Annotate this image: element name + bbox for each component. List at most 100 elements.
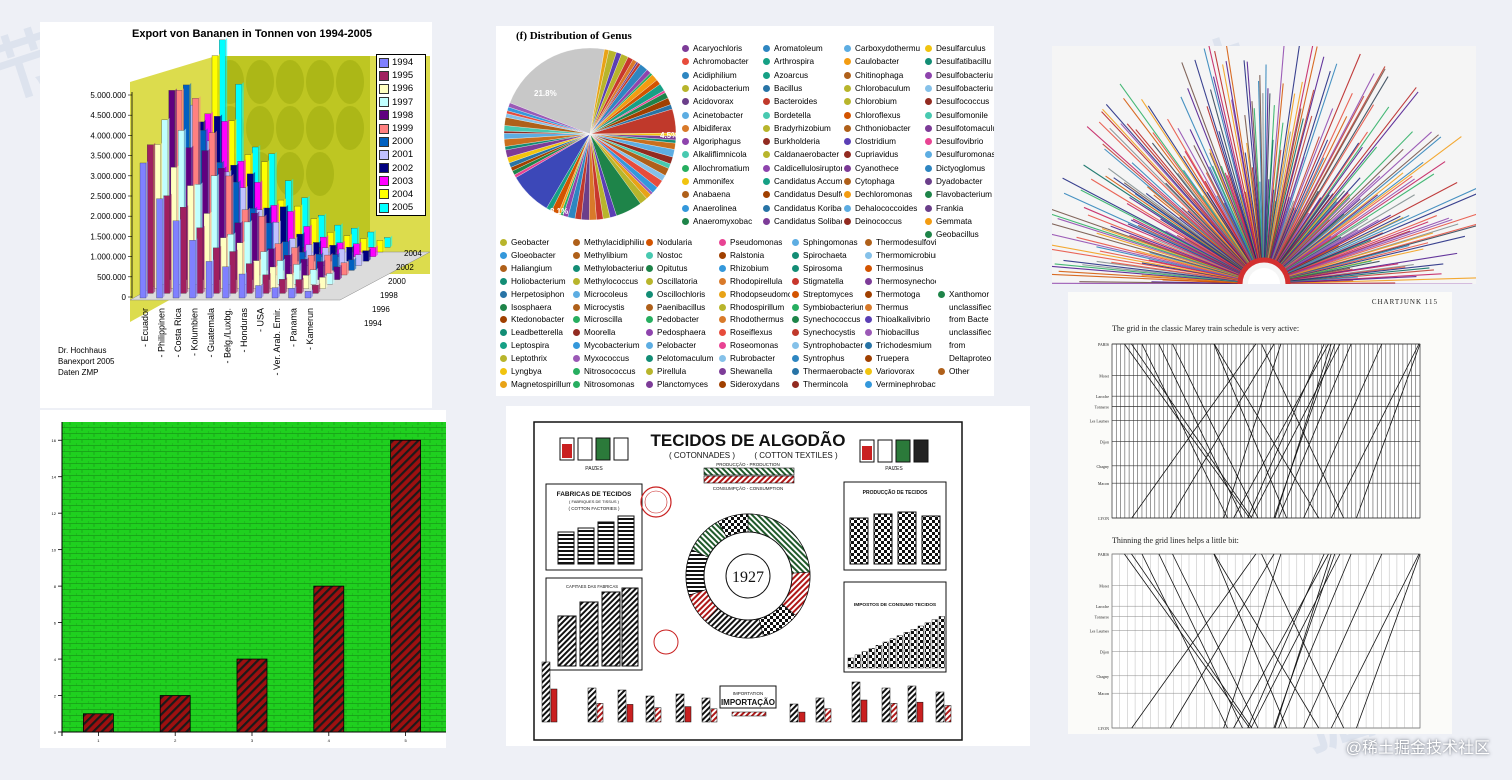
genus-legend-dot xyxy=(500,264,507,272)
impostos-bar xyxy=(854,654,861,669)
genus-legend-item: Symbiobacterium xyxy=(792,303,863,312)
radial-line xyxy=(1098,121,1246,267)
fabricas-sub2: ( COTTON FACTORIES ) xyxy=(568,506,620,511)
genus-legend-item: Syntrophus xyxy=(792,354,863,363)
genus-legend-name: Truepera xyxy=(876,354,909,364)
marey-train-line xyxy=(1278,553,1352,729)
radial-line xyxy=(1271,156,1305,260)
marey-train-line xyxy=(1273,553,1336,729)
genus-legend-name: Ralstonia xyxy=(730,250,765,260)
genus-legend-dot xyxy=(682,124,689,132)
genus-legend-item: Verminephrobacter xyxy=(865,380,936,389)
banana-country-label: - Kamerun xyxy=(305,308,315,350)
import-bar-red xyxy=(890,703,898,723)
genus-pie-slice xyxy=(508,102,591,135)
genus-legend-name: Leptothrix xyxy=(511,354,547,364)
genus-legend-item: Rubrobacter xyxy=(719,354,790,363)
radial-lines-svg xyxy=(1052,46,1476,284)
genus-legend-dot xyxy=(865,342,872,350)
genus-legend-item: Acidiphilium xyxy=(682,71,761,80)
genus-legend-name: Desulfobacteriu xyxy=(936,83,993,93)
radial-center-arc xyxy=(1237,257,1291,284)
genus-pie-slice xyxy=(509,47,605,135)
genus-legend-name: Anaerolinea xyxy=(693,203,737,213)
genus-legend-item: Myxococcus xyxy=(573,354,644,363)
tecidos-infographic: TECIDOS DE ALGODÃO ( COTONNADES ) ( COTT… xyxy=(506,406,1030,746)
genus-legend-dot xyxy=(865,355,872,363)
genus-legend-item: Desulfomonile xyxy=(925,111,994,120)
genus-legend-item: Rhodopseudomc xyxy=(719,290,790,299)
genus-legend-name: Acaryochloris xyxy=(693,44,743,53)
radial-line xyxy=(1222,64,1260,259)
genus-legend-name: Thermosynechococcus xyxy=(876,276,936,286)
radial-line xyxy=(1187,88,1256,260)
genus-legend-item: Arthrospira xyxy=(763,57,842,66)
banana-bar-side xyxy=(347,260,349,275)
genus-legend-item: Pirellula xyxy=(646,367,717,376)
banana-texture xyxy=(246,60,274,104)
radial-line xyxy=(1280,197,1337,265)
genus-legend-item: Ralstonia xyxy=(719,251,790,260)
radial-line xyxy=(1284,161,1424,269)
genus-legend-name: Opitutus xyxy=(657,263,688,273)
marey-train-line xyxy=(1247,343,1325,519)
genus-legend-dot xyxy=(646,380,653,388)
radial-line xyxy=(1105,175,1243,270)
radial-line xyxy=(1058,270,1239,283)
genus-legend-dot xyxy=(719,264,726,272)
banana-bar xyxy=(147,144,154,294)
legend-swatch xyxy=(379,123,389,134)
radial-line xyxy=(1052,273,1239,284)
genus-legend-dot xyxy=(682,191,689,199)
hatched-xtick-label: 3 xyxy=(251,738,254,743)
genus-legend-item: Bordetella xyxy=(763,111,842,120)
genus-legend-item: Paenibacillus xyxy=(646,303,717,312)
genus-legend-item: Albidiferax xyxy=(682,124,761,133)
marey-train-line xyxy=(1172,343,1259,519)
genus-legend-dot xyxy=(573,316,580,324)
marey-train-line xyxy=(1141,343,1228,519)
banana-bar xyxy=(362,250,369,262)
hatched-bar xyxy=(236,658,268,733)
radial-line xyxy=(1267,46,1300,259)
genus-legend-item: Chthoniobacter xyxy=(844,124,923,133)
genus-legend-dot xyxy=(682,151,689,159)
radial-line xyxy=(1208,46,1259,259)
banana-ytick-label: 500.000 xyxy=(97,273,126,282)
marey-train-line xyxy=(1158,553,1243,729)
legend-swatch xyxy=(379,97,389,108)
genus-legend-item: Desulfobacteriu xyxy=(925,84,994,93)
genus-legend-dot xyxy=(792,251,799,259)
radial-line xyxy=(1267,131,1291,259)
radial-line xyxy=(1283,136,1442,268)
genus-legend-dot xyxy=(573,380,580,388)
genus-legend-item: Sideroxydans xyxy=(719,380,790,389)
radial-line xyxy=(1113,177,1244,270)
genus-legend-name: Azoarcus xyxy=(774,70,809,80)
marey-train-line xyxy=(1250,343,1341,519)
credit-line: Banexport 2005 xyxy=(58,357,115,366)
import-bar xyxy=(617,689,627,723)
marey-station-label: Tonnerre xyxy=(1095,405,1110,410)
radial-line xyxy=(1104,148,1245,268)
banana-country-label: - Panama xyxy=(289,308,299,347)
import-bar-red xyxy=(944,705,952,723)
genus-legend-dot xyxy=(844,164,851,172)
radial-line xyxy=(1110,225,1240,276)
genus-legend-item: Magnetospirillum xyxy=(500,380,571,389)
genus-legend-dot xyxy=(844,45,851,52)
chartjunk-page-head: CHARTJUNK 115 xyxy=(1371,298,1438,306)
genus-legend-dot xyxy=(682,217,689,225)
radial-line xyxy=(1264,93,1271,259)
banana-bar xyxy=(163,195,170,294)
genus-legend-item: Stigmatella xyxy=(792,277,863,286)
genus-legend-dot xyxy=(682,111,689,119)
genus-legend-name: Spirosoma xyxy=(803,263,843,273)
banana-legend-item: 2003 xyxy=(379,175,423,188)
genus-legend-name: Allochromatium xyxy=(693,163,750,173)
marey-station-label: Dijon xyxy=(1100,439,1109,444)
banana-bar-side xyxy=(278,285,280,298)
genus-legend-dot xyxy=(682,164,689,172)
genus-legend-item: Thermodesulfovibrio xyxy=(865,238,936,247)
banana-bar-side xyxy=(153,142,156,294)
